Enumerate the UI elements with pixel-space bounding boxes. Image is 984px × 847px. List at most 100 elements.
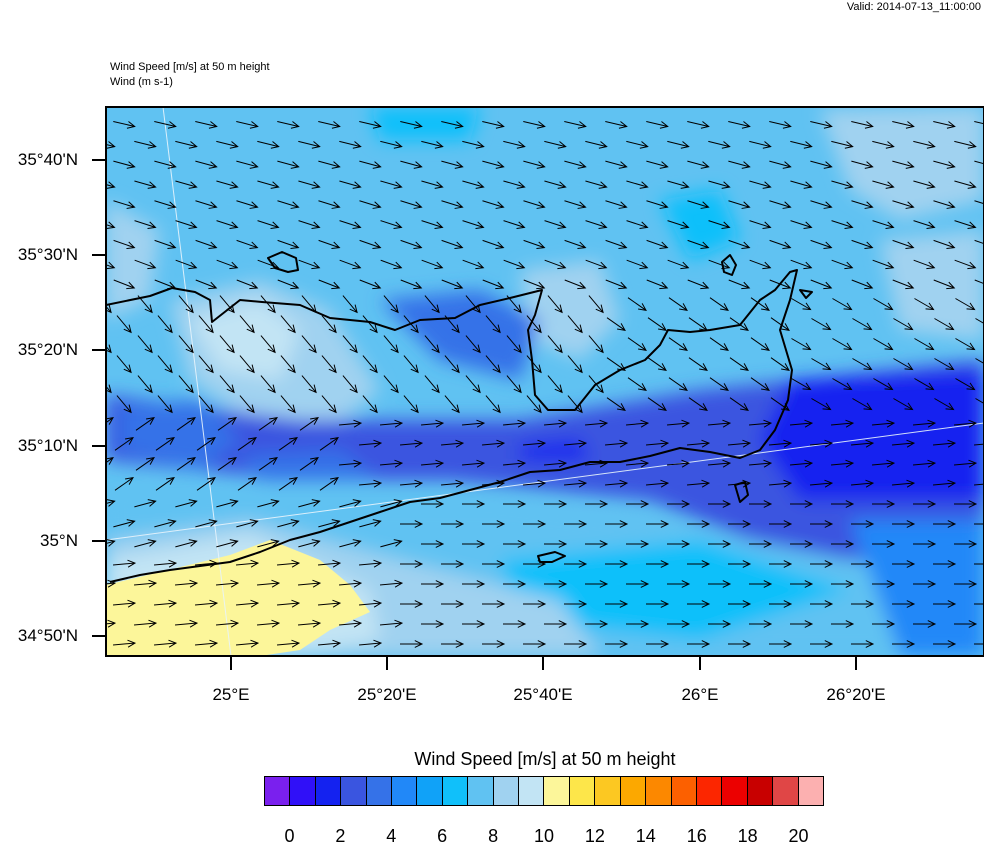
wind-arrow	[645, 439, 670, 448]
wind-arrow	[871, 419, 896, 428]
wind-arrow	[851, 279, 874, 290]
wind-arrow	[219, 375, 235, 394]
wind-arrow	[461, 419, 486, 428]
wind-arrow	[954, 620, 978, 628]
wind-arrow	[298, 140, 321, 149]
wind-arrow	[688, 357, 708, 371]
wind-arrow	[934, 318, 955, 331]
wind-arrow	[933, 640, 957, 648]
wind-arrow	[851, 200, 874, 209]
wind-vector-field	[106, 121, 984, 648]
colorbar-label: 18	[737, 826, 758, 846]
wind-arrow	[830, 459, 855, 468]
wind-arrow	[154, 519, 177, 528]
wind-arrow	[605, 640, 629, 648]
wind-arrow	[791, 378, 812, 391]
colorbar-label: 12	[584, 826, 605, 846]
wind-arrow	[933, 279, 956, 290]
wind-arrow	[728, 160, 751, 169]
wind-arrow	[462, 580, 486, 588]
wind-arrow	[465, 335, 481, 354]
wind-arrow	[791, 338, 812, 351]
wind-arrow	[441, 520, 465, 528]
wind-arrow	[831, 220, 854, 229]
wind-arrow	[728, 121, 751, 129]
wind-arrow	[584, 419, 609, 428]
wind-arrow	[974, 279, 984, 285]
wind-arrow	[506, 335, 522, 354]
wind-arrow	[298, 499, 321, 508]
colorbar-swatch	[468, 777, 494, 805]
wind-arrow	[748, 419, 773, 428]
wind-arrow	[256, 579, 281, 588]
wind-arrow	[564, 520, 588, 528]
wind-arrow	[729, 397, 749, 411]
wind-arrow	[563, 439, 588, 448]
wind-arrow	[299, 457, 319, 471]
colorbar-swatch	[417, 777, 443, 805]
wind-arrow	[114, 437, 134, 451]
wind-arrow	[749, 620, 773, 628]
wind-arrow	[301, 375, 317, 394]
wind-arrow	[810, 279, 833, 290]
wind-arrow	[564, 121, 587, 129]
wind-arrow	[465, 375, 481, 394]
wind-arrow	[503, 140, 526, 149]
wind-arrow	[257, 259, 280, 270]
wind-arrow	[605, 239, 628, 250]
wind-arrow	[502, 419, 527, 428]
colorbar-swatch	[773, 777, 799, 805]
wind-speed-field	[106, 107, 984, 656]
wind-arrow	[461, 459, 486, 468]
wind-arrow	[605, 560, 629, 568]
wind-arrow	[106, 539, 116, 547]
wind-arrow	[134, 220, 157, 229]
wind-arrow	[258, 417, 278, 431]
wind-arrow	[462, 220, 485, 229]
colorbar-swatch	[493, 777, 520, 805]
wind-arrow	[708, 500, 732, 508]
wind-arrow	[318, 160, 341, 169]
wind-arrow	[441, 279, 464, 290]
y-tick-label: 35°N	[40, 531, 78, 550]
colorbar-swatch	[442, 777, 469, 805]
wind-arrow	[605, 520, 629, 528]
wind-arrow	[215, 619, 240, 628]
wind-arrow	[709, 297, 729, 311]
wind-arrow	[627, 377, 647, 391]
wind-arrow	[810, 200, 833, 209]
wind-arrow	[195, 200, 218, 209]
colorbar-swatch	[519, 777, 545, 805]
wind-arrow	[380, 499, 403, 508]
wind-arrow	[196, 477, 216, 491]
wind-arrow	[872, 259, 895, 270]
wind-arrow	[914, 298, 935, 311]
wind-arrow	[178, 375, 194, 394]
wind-arrow	[646, 239, 669, 250]
wind-arrow	[153, 559, 178, 568]
wind-arrow	[114, 477, 134, 491]
colorbar-swatch	[569, 777, 596, 805]
x-tick-label: 26°E	[681, 685, 719, 704]
wind-arrow	[462, 259, 485, 270]
wind-arrow	[728, 560, 752, 568]
wind-arrow	[358, 559, 383, 568]
wind-arrow	[588, 335, 604, 354]
wind-arrow	[667, 180, 690, 189]
wind-arrow	[503, 500, 527, 508]
wind-arrow	[216, 140, 239, 149]
wind-arrow	[176, 457, 196, 471]
wind-arrow	[482, 279, 505, 290]
wind-arrow	[790, 580, 814, 588]
wind-arrow	[506, 295, 522, 314]
wind-arrow	[851, 560, 875, 568]
wind-arrow	[749, 540, 773, 548]
wind-arrow	[933, 560, 957, 568]
wind-arrow	[770, 317, 790, 331]
wind-arrow	[873, 378, 894, 391]
wind-arrow	[195, 121, 218, 129]
wind-arrow	[106, 221, 116, 229]
wind-arrow	[564, 600, 588, 608]
wind-arrow	[708, 540, 732, 548]
wind-arrow	[749, 140, 772, 149]
